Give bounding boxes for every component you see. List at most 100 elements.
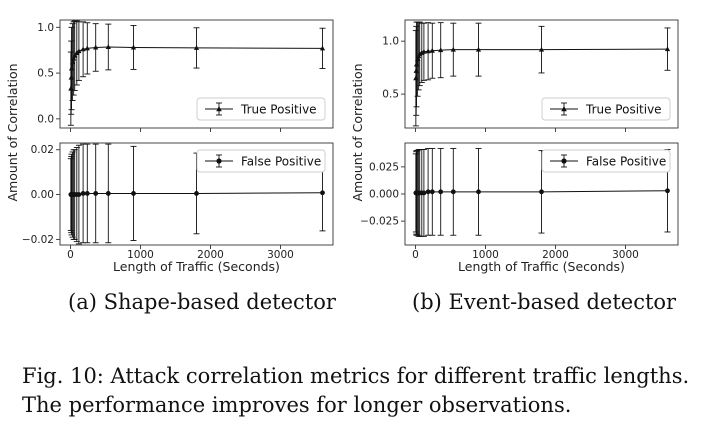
data-point bbox=[429, 47, 435, 53]
x-axis-label: Length of Traffic (Seconds) bbox=[113, 259, 280, 274]
data-point bbox=[425, 48, 431, 54]
x-tick-label: 2000 bbox=[542, 249, 569, 261]
legend-marker bbox=[216, 106, 222, 112]
data-point bbox=[70, 59, 76, 65]
data-point bbox=[105, 191, 111, 196]
legend-label: True Positive bbox=[585, 102, 662, 116]
legend-marker bbox=[561, 158, 567, 164]
legend: False Positive bbox=[541, 149, 671, 173]
data-point bbox=[93, 44, 99, 50]
data-point bbox=[450, 189, 456, 195]
legend-marker bbox=[216, 158, 222, 164]
data-point bbox=[413, 61, 420, 67]
data-point bbox=[538, 46, 545, 52]
legend-box bbox=[196, 149, 326, 173]
panel-bottom: −0.025 0.000 0.025 0 1000 2000 3000 False Posit… bbox=[360, 142, 679, 261]
legend-marker bbox=[561, 106, 567, 112]
legend: False Positive bbox=[196, 149, 326, 173]
data-point bbox=[413, 68, 419, 73]
series-true-positive bbox=[67, 20, 326, 126]
data-point bbox=[425, 189, 431, 195]
series-true-positive bbox=[412, 21, 671, 127]
data-point bbox=[193, 45, 200, 50]
y-tick-label: 0.0 bbox=[37, 113, 54, 125]
y-axis-label: Amount of Correlation bbox=[350, 63, 365, 201]
data-point bbox=[93, 191, 99, 196]
data-point bbox=[320, 190, 325, 196]
figure-caption: Fig. 10: Attack correlation metrics for … bbox=[22, 362, 712, 420]
series-false-positive bbox=[412, 147, 671, 237]
x-tick-label: 0 bbox=[67, 249, 74, 261]
data-point bbox=[421, 190, 427, 196]
x-tick-label: 3000 bbox=[267, 249, 294, 261]
data-point bbox=[664, 46, 671, 52]
y-tick-label: 0.5 bbox=[37, 68, 54, 80]
data-point bbox=[476, 189, 481, 195]
y-tick-label: −0.025 bbox=[360, 216, 399, 228]
data-point bbox=[194, 191, 199, 196]
y-tick-label: 0.000 bbox=[369, 189, 399, 201]
data-point bbox=[421, 48, 427, 54]
x-tick-label: 2000 bbox=[197, 249, 224, 261]
data-point bbox=[438, 189, 444, 195]
legend: True Positive bbox=[541, 97, 671, 121]
data-point bbox=[80, 46, 86, 52]
data-point bbox=[319, 45, 326, 51]
data-point bbox=[76, 48, 82, 54]
data-point bbox=[84, 191, 90, 196]
panel-top: 0.0 0.5 1.0 True Positive bbox=[37, 19, 334, 132]
data-point bbox=[130, 44, 137, 50]
y-tick-label: 0.02 bbox=[31, 144, 54, 156]
chart-event-based: 0.5 1.0 True Positive −0.025 0.000 0.025 0 1000… bbox=[350, 19, 679, 274]
x-tick-label: 3000 bbox=[612, 249, 639, 261]
panel-top: 0.5 1.0 True Positive bbox=[382, 19, 679, 132]
x-axis-label: Length of Traffic (Seconds) bbox=[458, 259, 625, 274]
data-point bbox=[84, 45, 90, 51]
figure-caption-line-2: The performance improves for longer obse… bbox=[22, 393, 572, 417]
data-point bbox=[131, 191, 136, 196]
data-point bbox=[76, 192, 82, 197]
data-point bbox=[665, 188, 670, 194]
legend-label: False Positive bbox=[241, 154, 321, 168]
legend: True Positive bbox=[196, 97, 326, 121]
legend-box bbox=[541, 149, 671, 173]
legend-label: True Positive bbox=[240, 102, 317, 116]
data-point bbox=[105, 44, 111, 49]
x-tick-label: 1000 bbox=[127, 249, 154, 261]
data-point bbox=[438, 47, 444, 53]
subcaption-event-based: (b) Event-based detector bbox=[412, 290, 677, 314]
data-point bbox=[68, 74, 74, 80]
y-tick-label: 0.5 bbox=[382, 89, 399, 101]
data-point bbox=[415, 56, 421, 62]
data-point bbox=[72, 52, 78, 58]
y-tick-label: 0.00 bbox=[31, 189, 54, 201]
data-point bbox=[413, 75, 419, 81]
y-tick-label: 1.0 bbox=[382, 36, 399, 48]
data-point bbox=[68, 65, 75, 71]
y-tick-label: 1.0 bbox=[37, 22, 54, 34]
data-point bbox=[450, 46, 456, 52]
figure-caption-line-1: Fig. 10: Attack correlation metrics for … bbox=[22, 364, 690, 388]
series-false-positive bbox=[67, 143, 326, 245]
data-point bbox=[539, 189, 544, 195]
plot-frame bbox=[59, 19, 334, 129]
y-axis-label: Amount of Correlation bbox=[5, 63, 20, 201]
data-point bbox=[68, 85, 74, 91]
data-point bbox=[71, 55, 77, 61]
x-tick-label: 0 bbox=[412, 249, 419, 261]
subcaption-shape-based: (a) Shape-based detector bbox=[68, 290, 336, 314]
y-tick-label: −0.02 bbox=[22, 234, 54, 246]
legend-label: False Positive bbox=[586, 154, 666, 168]
y-tick-label: 0.025 bbox=[369, 161, 399, 173]
plot-frame bbox=[59, 142, 334, 246]
panel-bottom: −0.02 0.00 0.02 0 1000 2000 3000 False Positive bbox=[22, 142, 334, 261]
data-point bbox=[475, 46, 482, 52]
plot-frame bbox=[404, 19, 679, 129]
legend-box bbox=[196, 97, 326, 121]
data-point bbox=[80, 191, 86, 196]
data-point bbox=[429, 189, 435, 195]
chart-shape-based: 0.0 0.5 1.0 True Positive −0.02 0.00 0.02 0 1000… bbox=[5, 19, 334, 274]
x-tick-label: 1000 bbox=[472, 249, 499, 261]
legend-box bbox=[541, 97, 671, 121]
